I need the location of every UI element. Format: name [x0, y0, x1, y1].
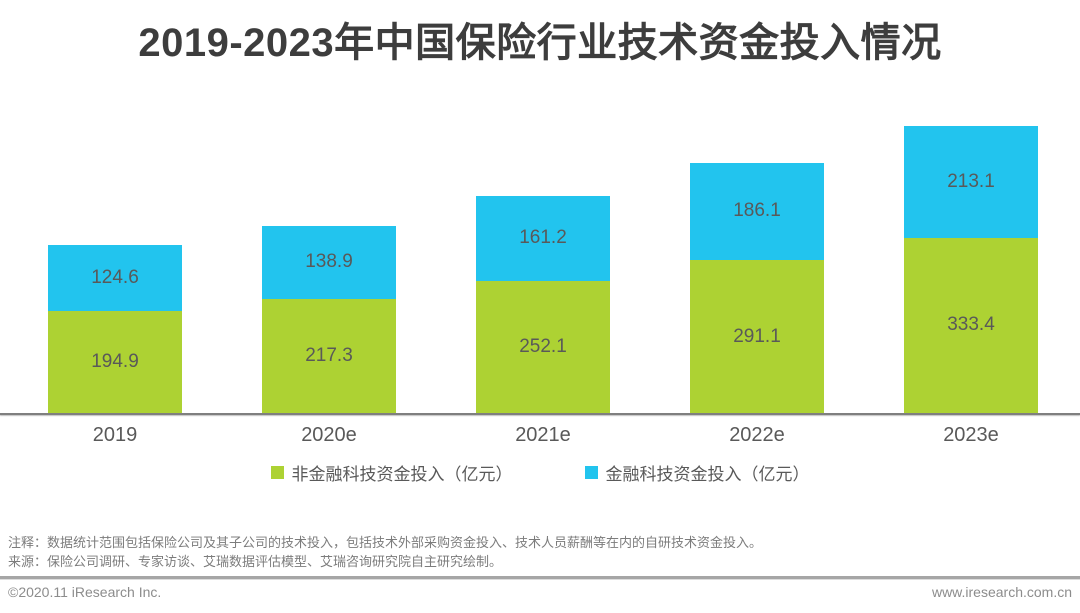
note-line-1: 注释：数据统计范围包括保险公司及其子公司的技术投入，包括技术外部采购资金投入、技…	[8, 535, 763, 550]
bar-segment-non-fintech: 194.9	[48, 310, 182, 413]
copyright-text: ©2020.11 iResearch Inc.	[8, 584, 162, 600]
bar-segment-fintech: 124.6	[48, 245, 182, 311]
bar-segment-fintech: 161.2	[476, 196, 610, 281]
note-line-2: 来源：保险公司调研、专家访谈、艾瑞数据评估模型、艾瑞咨询研究院自主研究绘制。	[8, 554, 503, 569]
legend-item-non-fintech: 非金融科技资金投入（亿元）	[270, 460, 513, 485]
bar-stack: 124.6 194.9	[48, 245, 182, 413]
x-axis-label: 2021e	[515, 424, 571, 446]
bar-value-label: 333.4	[947, 314, 995, 336]
bars-row: 124.6 194.9 138.9 217.3 161.2 252.1 186.1 291.1…	[8, 100, 1078, 413]
bar-group-2020e: 138.9 217.3	[222, 100, 436, 413]
x-axis-label: 2019	[92, 424, 138, 446]
x-axis-label: 2023e	[943, 424, 999, 446]
chart-title: 2019-2023年中国保险行业技术资金投入情况	[138, 21, 942, 65]
bar-group-2023e: 213.1 333.4	[864, 100, 1078, 413]
bar-stack: 161.2 252.1	[476, 196, 610, 413]
bar-segment-non-fintech: 333.4	[904, 237, 1038, 413]
footer: ©2020.11 iResearch Inc. www.iresearch.co…	[8, 584, 1072, 600]
footer-divider	[0, 576, 1080, 579]
bar-group-2022e: 186.1 291.1	[650, 100, 864, 413]
bar-segment-fintech: 213.1	[904, 126, 1038, 238]
x-axis-label: 2022e	[729, 424, 785, 446]
x-axis-labels: 2019 2020e 2021e 2022e 2023e	[8, 424, 1078, 447]
legend-label-fintech: 金融科技资金投入（亿元）	[605, 465, 810, 484]
bar-segment-non-fintech: 252.1	[476, 280, 610, 413]
legend-item-fintech: 金融科技资金投入（亿元）	[584, 460, 810, 485]
x-axis-label: 2020e	[301, 424, 357, 446]
bar-stack: 213.1 333.4	[904, 126, 1038, 413]
legend-label-non-fintech: 非金融科技资金投入（亿元）	[291, 465, 513, 484]
bar-value-label: 124.6	[91, 266, 139, 288]
bar-value-label: 138.9	[305, 251, 353, 273]
bar-segment-fintech: 138.9	[262, 226, 396, 299]
green-swatch-icon	[270, 466, 284, 479]
bar-segment-fintech: 186.1	[690, 162, 824, 261]
bar-stack: 138.9 217.3	[262, 226, 396, 413]
notes: 注释：数据统计范围包括保险公司及其子公司的技术投入，包括技术外部采购资金投入、技…	[8, 533, 1072, 571]
bar-group-2019: 124.6 194.9	[8, 100, 222, 413]
bar-value-label: 194.9	[91, 350, 139, 372]
bar-value-label: 213.1	[947, 171, 995, 193]
blue-swatch-icon	[584, 466, 598, 479]
bar-value-label: 161.2	[519, 227, 567, 249]
bar-value-label: 217.3	[305, 344, 353, 366]
bar-value-label: 252.1	[519, 335, 567, 357]
bar-value-label: 291.1	[733, 325, 781, 347]
bar-segment-non-fintech: 291.1	[690, 260, 824, 413]
bar-value-label: 186.1	[733, 200, 781, 222]
website-url: www.iresearch.com.cn	[931, 584, 1072, 600]
bar-group-2021e: 161.2 252.1	[436, 100, 650, 413]
x-axis-line	[0, 413, 1080, 415]
legend: 非金融科技资金投入（亿元） 金融科技资金投入（亿元）	[0, 460, 1080, 485]
bar-segment-non-fintech: 217.3	[262, 298, 396, 413]
bar-stack: 186.1 291.1	[690, 162, 824, 413]
